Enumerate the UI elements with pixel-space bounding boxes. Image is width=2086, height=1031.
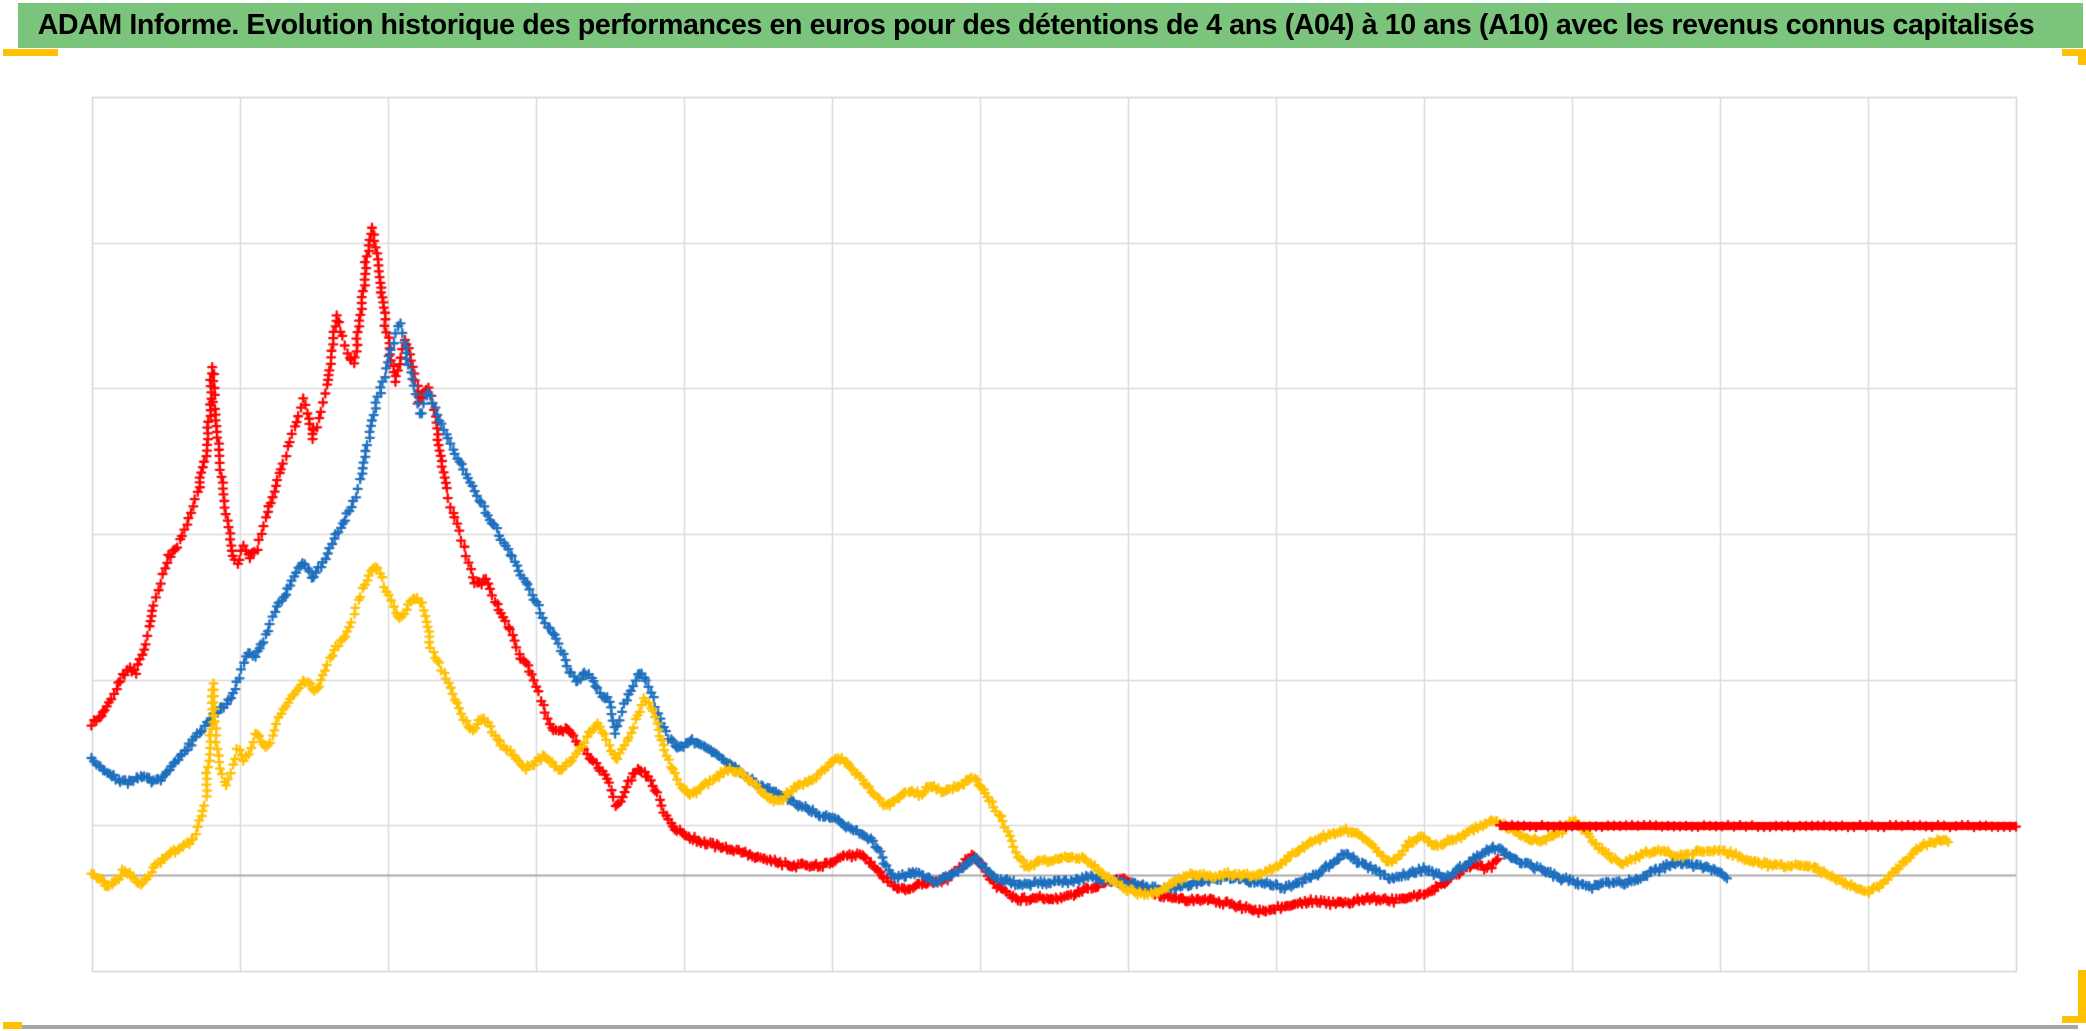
selection-corner-top-right-vertical[interactable] <box>2078 49 2086 65</box>
bottom-divider-line <box>22 1025 2078 1029</box>
selection-corner-top-right-horizontal[interactable] <box>2062 49 2086 56</box>
selection-corner-bottom-right-horizontal[interactable] <box>2062 1016 2086 1023</box>
selection-corner-bottom-right-vertical[interactable] <box>2078 970 2086 1023</box>
selection-corner-top-left[interactable] <box>3 49 58 56</box>
selection-corner-bottom-left[interactable] <box>3 1022 22 1029</box>
